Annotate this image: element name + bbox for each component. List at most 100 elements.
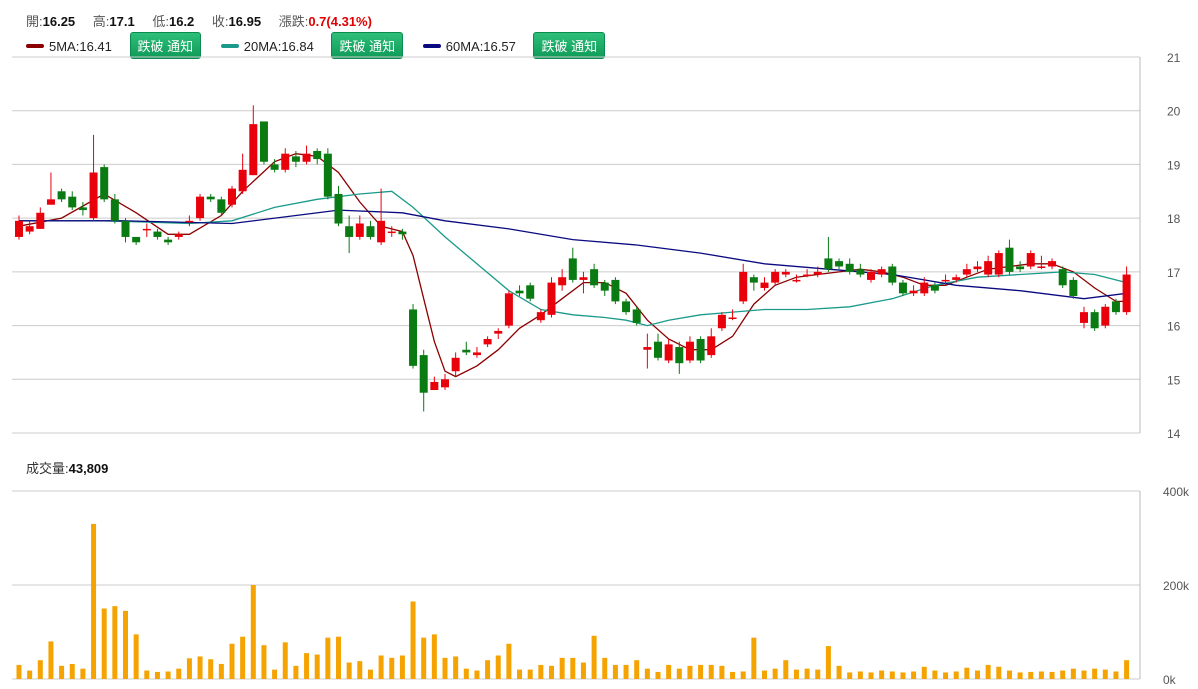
ma60-line-swatch — [422, 44, 441, 49]
ma20-notify-button[interactable]: 跌破 通知 — [331, 32, 404, 59]
ma60-notify-button[interactable]: 跌破 通知 — [533, 32, 606, 59]
volume-bar — [410, 601, 416, 679]
volume-bar — [1060, 670, 1066, 679]
candle-body — [515, 290, 524, 294]
volume-bar — [964, 667, 970, 679]
candle-body — [25, 226, 34, 232]
volume-bar — [37, 660, 43, 679]
volume-bar — [932, 670, 938, 679]
candle-body — [1090, 312, 1099, 329]
volume-bar — [16, 664, 22, 679]
volume-bar — [708, 664, 714, 679]
volume-bar — [59, 665, 65, 679]
volume-bar — [1092, 668, 1098, 679]
ma-line-20ma — [19, 190, 1127, 327]
ma20-line-swatch — [220, 44, 239, 49]
candle-body — [600, 282, 609, 291]
candle-body — [132, 236, 141, 243]
volume-bar — [48, 641, 54, 679]
volume-bar — [389, 657, 395, 679]
volume-bar — [857, 671, 863, 679]
candle-body — [164, 239, 173, 243]
candle-body — [579, 277, 588, 280]
volume-bar — [1038, 671, 1044, 679]
volume-bar — [804, 668, 810, 679]
ma5-notify-button[interactable]: 跌破 通知 — [129, 32, 202, 59]
candle-body — [409, 309, 418, 366]
volume-bar — [570, 657, 576, 679]
candle-body — [867, 271, 875, 280]
candle-body — [920, 282, 929, 294]
volume-bar — [847, 672, 853, 679]
price-tick-label: 16 — [1167, 320, 1181, 334]
candle-body — [366, 226, 375, 237]
candle-body — [1080, 312, 1088, 323]
volume-bar — [282, 642, 288, 679]
ma60-label: 60MA:16.57 — [445, 38, 516, 54]
candle-body — [654, 341, 662, 358]
moving-average-legend: 5MA:16.41 跌破 通知 20MA:16.84 跌破 通知 60MA:16… — [26, 32, 621, 59]
candle-body — [792, 279, 801, 282]
candle-body — [558, 277, 567, 286]
price-tick-label: 17 — [1167, 266, 1181, 280]
volume-tick-label: 200k — [1163, 579, 1190, 593]
volume-bar — [783, 660, 789, 679]
candle-body — [824, 258, 833, 270]
volume-bar — [719, 665, 725, 679]
candle-body — [430, 381, 439, 391]
candle-body — [345, 226, 354, 237]
candle-body — [1101, 306, 1110, 326]
volume-bar — [218, 663, 224, 679]
price-tick-label: 19 — [1167, 158, 1181, 172]
change-value: 0.7(4.31%) — [308, 14, 372, 29]
candle-body — [803, 274, 812, 277]
volume-bar — [591, 635, 597, 679]
open-label: 開: — [26, 14, 43, 29]
ma20-legend: 20MA:16.84 — [220, 37, 328, 54]
volume-bar — [314, 654, 320, 679]
candle-body — [46, 199, 55, 205]
volume-bar — [655, 671, 661, 679]
price-tick-label: 21 — [1167, 51, 1181, 65]
open-value: 16.25 — [42, 14, 76, 29]
volume-bar — [921, 666, 927, 679]
candle-body — [664, 344, 673, 361]
candle-body — [962, 269, 971, 275]
candle-body — [323, 153, 332, 197]
volume-bar — [889, 671, 895, 679]
volume-bar — [730, 671, 736, 679]
candle-body — [547, 282, 556, 315]
volume-bar — [1049, 671, 1055, 679]
candle-body — [749, 277, 758, 283]
candle-body — [898, 282, 907, 294]
volume-bar — [825, 646, 831, 679]
volume-bar — [911, 671, 917, 679]
close-value: 16.95 — [228, 14, 262, 29]
candle-body — [728, 317, 737, 320]
volume-label: 成交量: — [26, 461, 69, 476]
volume-bar — [506, 643, 512, 679]
candle-body — [994, 253, 1003, 275]
volume-bar — [367, 669, 373, 679]
volume-tick-label: 400k — [1163, 485, 1190, 499]
volume-bar — [208, 659, 214, 679]
candle-body — [1005, 247, 1014, 272]
ma5-line-swatch — [26, 44, 44, 49]
volume-bar — [1124, 660, 1130, 679]
price-tick-label: 15 — [1167, 373, 1181, 387]
candle-body — [739, 271, 748, 302]
volume-bar — [527, 669, 533, 679]
volume-bar — [144, 670, 150, 679]
candle-body — [1016, 266, 1025, 270]
volume-bar — [836, 665, 842, 679]
volume-bar — [325, 637, 331, 679]
volume-bar — [900, 672, 906, 679]
candle-body — [590, 269, 599, 286]
volume-bar — [1070, 668, 1076, 679]
volume-bar — [101, 608, 107, 679]
volume-bar — [123, 610, 128, 679]
candle-body — [377, 220, 386, 243]
volume-bar — [868, 672, 874, 679]
volume-bar — [442, 657, 448, 679]
